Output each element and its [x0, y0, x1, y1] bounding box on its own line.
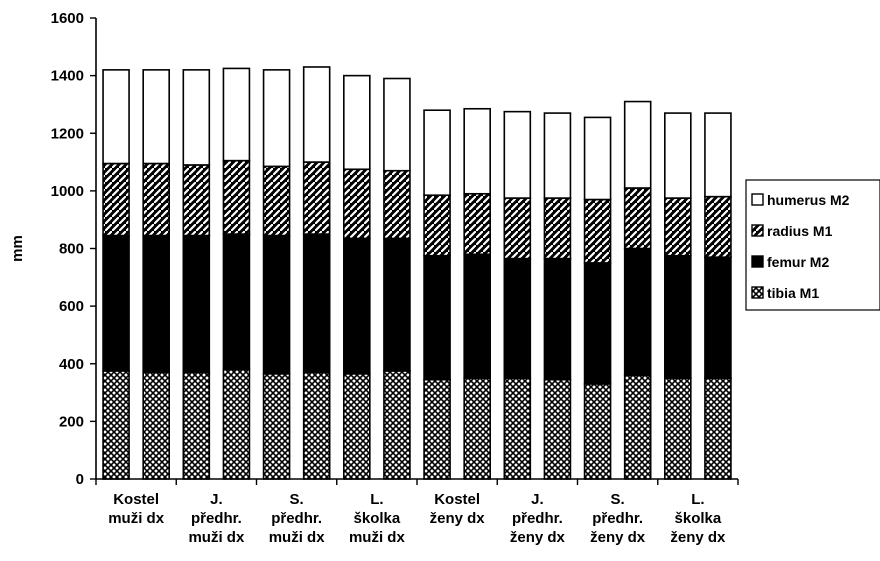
bar-segment-radius-m1 [664, 197, 692, 257]
bar-segment-tibia-m1 [343, 373, 371, 480]
y-tick-label: 1400 [51, 68, 84, 85]
bar-segment-tibia-m1 [704, 377, 732, 480]
bar-segment-humerus-m2 [182, 69, 211, 166]
y-axis-title: mm [9, 235, 26, 262]
bar-segment-tibia-m1 [182, 371, 211, 480]
bar-segment-femur-m2 [262, 234, 291, 375]
y-tick-label: 200 [59, 413, 84, 430]
y-tick-label: 800 [59, 241, 84, 258]
bar-segment-radius-m1 [583, 198, 612, 264]
bar-segment-tibia-m1 [583, 383, 612, 480]
bar-segment-femur-m2 [302, 233, 331, 374]
bar-segment-radius-m1 [142, 162, 170, 237]
bar-segment-femur-m2 [623, 247, 652, 377]
bar-segment-humerus-m2 [222, 67, 251, 162]
x-group-label: J. předhr. muži dx [188, 491, 244, 546]
bar-segment-femur-m2 [503, 257, 532, 379]
bar-segment-humerus-m2 [704, 112, 732, 198]
bar-segment-humerus-m2 [302, 66, 331, 163]
y-tick-label: 0 [76, 471, 84, 488]
bar-segment-radius-m1 [182, 164, 211, 237]
bar-segment-humerus-m2 [664, 112, 692, 199]
bar-segment-tibia-m1 [222, 368, 251, 480]
bar-segment-radius-m1 [102, 162, 130, 237]
bar-segment-radius-m1 [302, 161, 331, 235]
legend-label: humerus M2 [767, 192, 850, 208]
legend-swatch [751, 193, 764, 206]
bar-segment-femur-m2 [704, 256, 732, 379]
bar-segment-tibia-m1 [383, 370, 411, 480]
legend-swatch [751, 286, 764, 299]
y-tick-label: 400 [59, 356, 84, 373]
legend-box [745, 179, 880, 311]
bar-segment-humerus-m2 [623, 100, 652, 189]
bar-segment-tibia-m1 [623, 374, 652, 480]
bar-segment-radius-m1 [503, 197, 532, 260]
bar-segment-tibia-m1 [423, 378, 451, 480]
x-group-label: S. předhr. muži dx [269, 491, 325, 546]
bar-segment-tibia-m1 [302, 371, 331, 480]
bar-segment-radius-m1 [543, 197, 572, 260]
bar-segment-humerus-m2 [463, 107, 491, 195]
bar-segment-femur-m2 [142, 234, 170, 374]
bar-segment-humerus-m2 [262, 69, 291, 168]
bar-segment-radius-m1 [343, 168, 371, 240]
legend-swatch [751, 224, 764, 237]
bar-segment-radius-m1 [423, 194, 451, 257]
x-group-label: J. předhr. ženy dx [510, 491, 566, 546]
bar-segment-humerus-m2 [343, 74, 371, 171]
x-group-label: L. školka ženy dx [670, 491, 726, 546]
y-tick-label: 600 [59, 298, 84, 315]
y-tick-label: 1600 [51, 10, 84, 27]
bar-segment-tibia-m1 [543, 378, 572, 480]
bar-segment-tibia-m1 [262, 373, 291, 480]
bar-segment-femur-m2 [583, 262, 612, 385]
x-group-label: Kostel muži dx [108, 491, 164, 527]
bar-segment-humerus-m2 [423, 109, 451, 196]
bar-segment-tibia-m1 [664, 377, 692, 480]
bar-segment-humerus-m2 [102, 69, 130, 165]
bar-segment-femur-m2 [664, 254, 692, 379]
bar-segment-tibia-m1 [142, 371, 170, 480]
y-tick-label: 1000 [51, 183, 84, 200]
legend-swatch [751, 255, 764, 268]
bar-segment-humerus-m2 [583, 116, 612, 201]
y-tick-label: 1200 [51, 125, 84, 142]
bar-segment-radius-m1 [704, 195, 732, 258]
bar-segment-femur-m2 [543, 257, 572, 381]
bar-segment-radius-m1 [463, 192, 491, 256]
legend-label: tibia M1 [767, 285, 819, 301]
bar-segment-femur-m2 [463, 253, 491, 379]
bar-segment-radius-m1 [623, 187, 652, 250]
bar-segment-humerus-m2 [503, 110, 532, 199]
bar-segment-tibia-m1 [463, 377, 491, 480]
bar-segment-femur-m2 [222, 233, 251, 371]
bar-segment-radius-m1 [222, 159, 251, 235]
legend-label: femur M2 [767, 254, 829, 270]
bar-segment-humerus-m2 [383, 77, 411, 172]
bar-segment-femur-m2 [383, 237, 411, 372]
bar-segment-femur-m2 [102, 234, 130, 372]
x-group-label: S. předhr. ženy dx [590, 491, 646, 546]
x-group-label: L. školka muži dx [349, 491, 405, 546]
bar-segment-femur-m2 [182, 234, 211, 374]
bar-segment-femur-m2 [423, 254, 451, 381]
bar-segment-radius-m1 [383, 169, 411, 240]
bar-segment-tibia-m1 [102, 370, 130, 480]
bar-segment-tibia-m1 [503, 377, 532, 480]
bar-segment-humerus-m2 [142, 69, 170, 165]
bar-segment-humerus-m2 [543, 112, 572, 199]
x-group-label: Kostel ženy dx [430, 491, 486, 527]
bar-segment-radius-m1 [262, 165, 291, 237]
bar-segment-femur-m2 [343, 237, 371, 375]
legend-label: radius M1 [767, 223, 833, 239]
